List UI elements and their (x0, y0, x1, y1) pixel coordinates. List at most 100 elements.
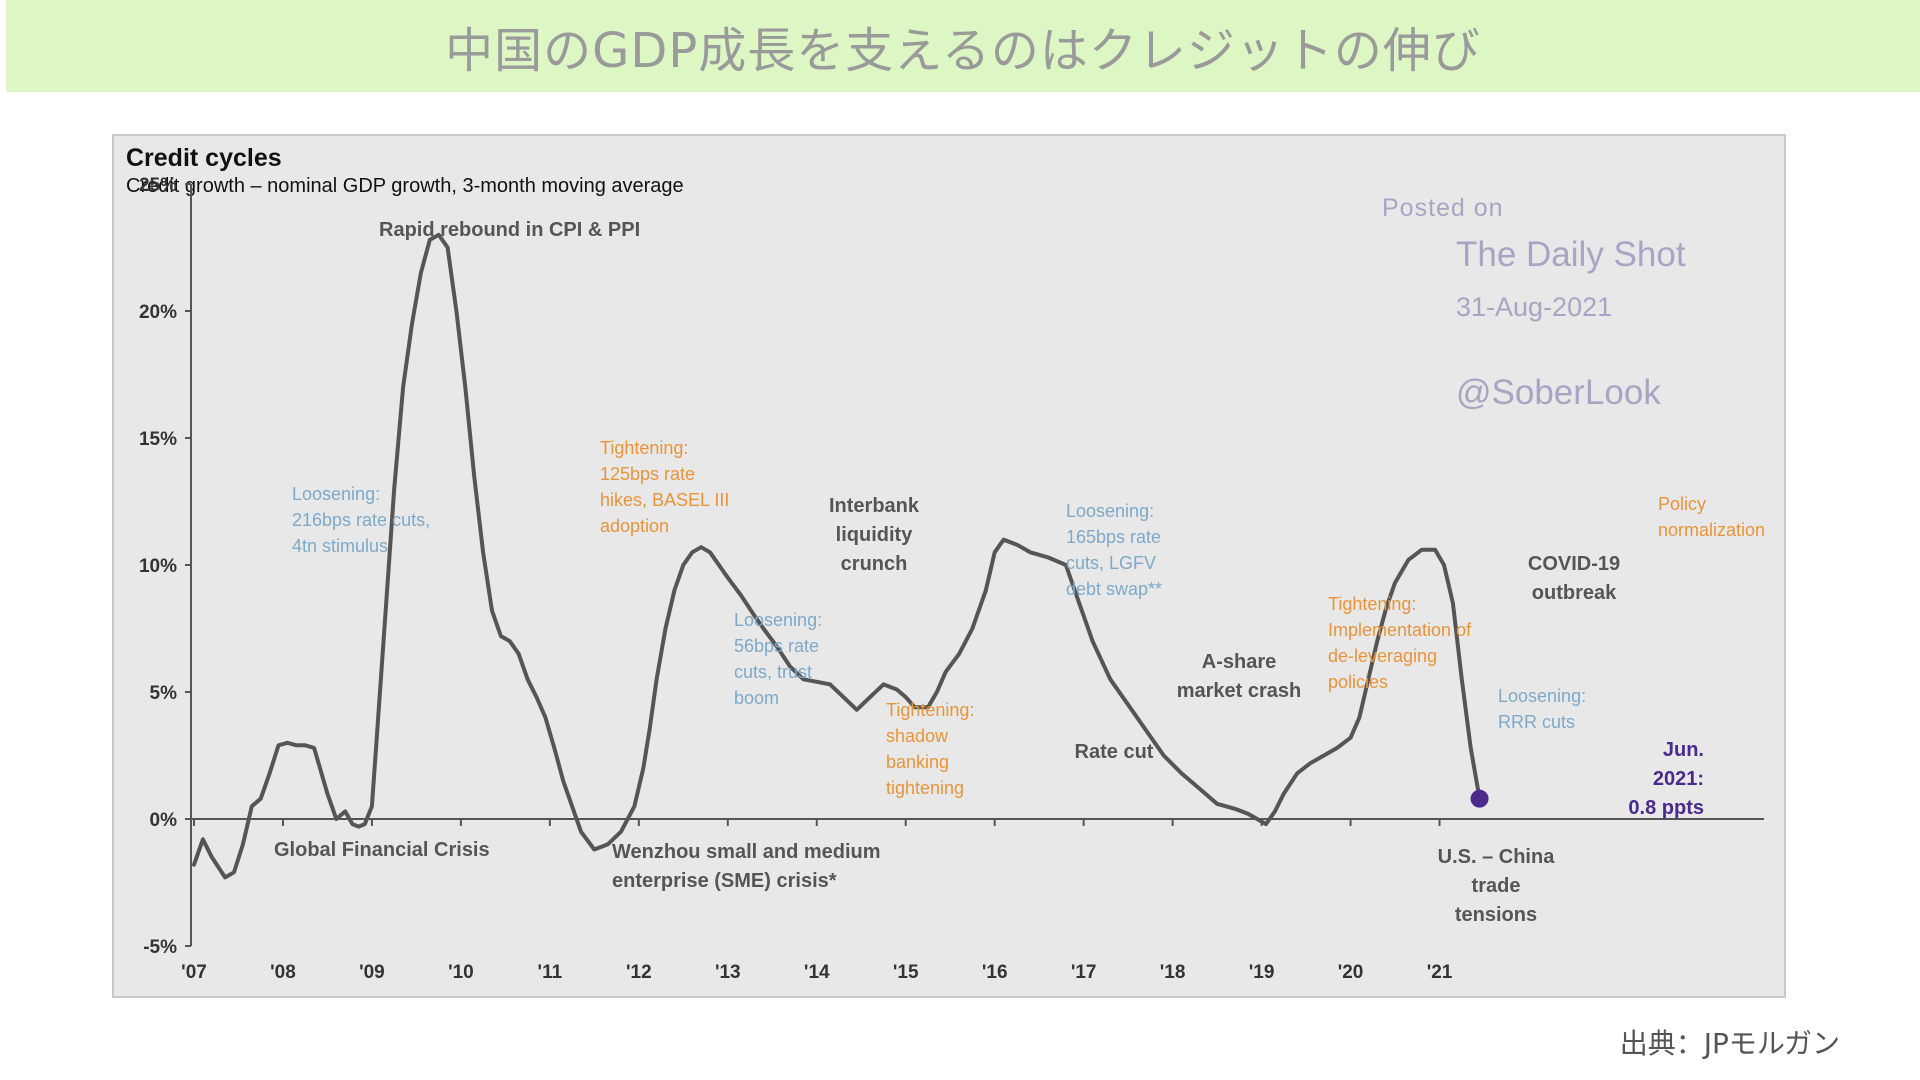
annotation-event: Interbank liquidity crunch (829, 495, 920, 575)
annotation-line: Loosening: (292, 484, 380, 504)
watermark-brand: The Daily Shot (1456, 235, 1686, 274)
credit-gap-line (192, 232, 1482, 880)
annotation-line: boom (734, 688, 779, 708)
annotation-line: enterprise (SME) crisis* (612, 870, 837, 892)
annotation-line: de-leveraging (1328, 646, 1437, 666)
annotation-tightening: Tightening: shadow banking tightening (886, 700, 974, 798)
chart-title: Credit cycles (126, 144, 282, 172)
title-banner: 中国のGDP成長を支えるのはクレジットの伸び (6, 0, 1920, 92)
x-tick-label: '08 (270, 962, 296, 983)
annotation-line: 165bps rate (1066, 527, 1161, 547)
annotation-line: cuts, trust (734, 662, 812, 682)
x-tick-label: '19 (1249, 962, 1275, 983)
annotation-line: Tightening: (886, 700, 974, 720)
annotation-line: Loosening: (734, 610, 822, 630)
x-tick-label: '20 (1338, 962, 1364, 983)
annotation-line: liquidity (836, 524, 914, 546)
annotation-line: A-share (1202, 651, 1276, 673)
y-tick-label: -5% (143, 937, 177, 958)
annotation-line: Loosening: (1066, 501, 1154, 521)
x-tick-label: '12 (626, 962, 652, 983)
annotation-line: shadow (886, 726, 949, 746)
y-tick-label: 0% (150, 810, 178, 831)
annotation-tightening: Tightening: Implementation of de-leveragin… (1328, 594, 1472, 692)
x-tick-label: '15 (893, 962, 919, 983)
chart-axes: 25% 20% 15% 10% 5% 0% -5%'07 '08 '09 '10 '11 '12 '13… (139, 175, 1764, 983)
annotation-line: Rate cut (1075, 741, 1154, 763)
x-tick-label: '10 (448, 962, 474, 983)
annotation-event: Global Financial Crisis (274, 839, 490, 861)
x-tick-label: '13 (715, 962, 741, 983)
annotation-line: debt swap** (1066, 579, 1162, 599)
watermark-posted-on: Posted on (1382, 194, 1504, 222)
annotation-line: Tightening: (1328, 594, 1416, 614)
y-tick-label: 10% (139, 556, 177, 577)
endpoint-label-line: 0.8 ppts (1628, 797, 1704, 819)
annotation-tightening: Tightening: 125bps rate hikes, BASEL III ad… (600, 438, 729, 536)
chart-subtitle: Credit growth – nominal GDP growth, 3-mo… (126, 175, 684, 197)
annotation-tightening: Policy normalization (1658, 494, 1765, 540)
annotation-line: normalization (1658, 520, 1765, 540)
x-tick-label: '18 (1160, 962, 1186, 983)
annotation-line: 216bps rate cuts, (292, 510, 430, 530)
endpoint-marker (1470, 789, 1489, 808)
annotation-line: tensions (1455, 904, 1537, 926)
annotation-line: hikes, BASEL III (600, 490, 729, 510)
annotation-line: 56bps rate (734, 636, 819, 656)
annotation-line: Implementation of (1328, 620, 1472, 640)
annotation-line: Global Financial Crisis (274, 839, 490, 861)
annotation-line: crunch (841, 553, 908, 575)
annotation-line: trade (1472, 875, 1521, 897)
annotation-line: Tightening: (600, 438, 688, 458)
banner-title: 中国のGDP成長を支えるのはクレジットの伸び (445, 23, 1481, 79)
annotation-line: Policy (1658, 494, 1706, 514)
annotation-line: adoption (600, 516, 669, 536)
annotation-event: U.S. – China trade tensions (1438, 846, 1556, 926)
y-tick-label: 15% (139, 429, 177, 450)
annotation-line: cuts, LGFV (1066, 553, 1156, 573)
annotation-line: RRR cuts (1498, 712, 1575, 732)
chart-annotations: Rapid rebound in CPI & PPI Global Financi… (274, 219, 1765, 926)
x-tick-label: '09 (359, 962, 385, 983)
annotation-line: policies (1328, 672, 1388, 692)
credit-cycles-chart: Credit cycles Credit growth – nominal GD… (126, 144, 1765, 983)
y-tick-label: 5% (150, 683, 178, 704)
x-tick-label: '11 (538, 962, 563, 983)
annotation-line: 4tn stimulus (292, 536, 388, 556)
x-tick-label: '16 (982, 962, 1008, 983)
annotation-event: COVID-19 outbreak (1528, 553, 1620, 604)
annotation-line: market crash (1177, 680, 1302, 702)
annotation-event: Wenzhou small and medium enterprise (SME)… (612, 841, 881, 892)
x-tick-label: '07 (181, 962, 207, 983)
annotation-line: outbreak (1532, 582, 1617, 604)
source-note: 出典：JPモルガン (1619, 1027, 1840, 1060)
y-tick-label: 20% (139, 302, 177, 323)
annotation-event: A-share market crash (1177, 651, 1302, 702)
chart-frame: Credit cycles Credit growth – nominal GD… (112, 134, 1786, 998)
annotation-loosening: Loosening: RRR cuts (1498, 686, 1586, 732)
annotation-loosening: Loosening: 216bps rate cuts, 4tn stimulus (292, 484, 430, 556)
annotation-loosening: Loosening: 56bps rate cuts, trust boom (734, 610, 822, 708)
chart-series (192, 232, 1489, 880)
watermark-date: 31-Aug-2021 (1456, 292, 1612, 322)
annotation-line: Wenzhou small and medium (612, 841, 881, 863)
annotation-line: COVID-19 (1528, 553, 1620, 575)
annotation-line: U.S. – China (1438, 846, 1556, 868)
annotation-line: Rapid rebound in CPI & PPI (379, 219, 640, 241)
watermark-handle: @SoberLook (1456, 373, 1661, 412)
annotation-loosening: Loosening: 165bps rate cuts, LGFV debt swap… (1066, 501, 1162, 599)
annotation-line: Loosening: (1498, 686, 1586, 706)
y-tick-label: 25% (139, 175, 177, 196)
endpoint-label-line: Jun. (1663, 739, 1704, 761)
x-tick-label: '14 (804, 962, 830, 983)
annotation-event: Rapid rebound in CPI & PPI (379, 219, 640, 241)
x-tick-label: '21 (1427, 962, 1453, 983)
annotation-line: banking (886, 752, 949, 772)
annotation-line: tightening (886, 778, 964, 798)
endpoint-label-line: 2021: (1653, 768, 1704, 790)
annotation-line: Interbank (829, 495, 920, 517)
endpoint-label: Jun. 2021: 0.8 ppts (1628, 739, 1704, 819)
annotation-event: Rate cut (1075, 741, 1154, 763)
annotation-line: 125bps rate (600, 464, 695, 484)
x-tick-label: '17 (1071, 962, 1097, 983)
